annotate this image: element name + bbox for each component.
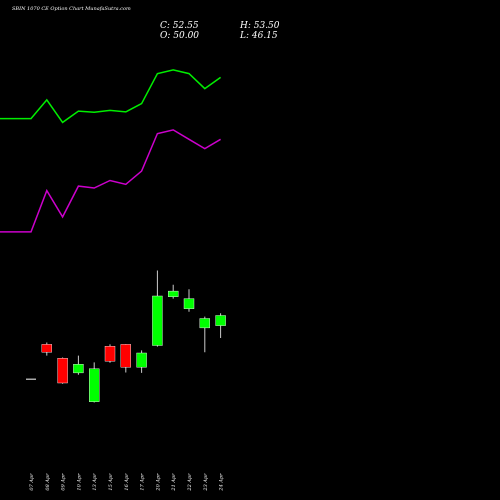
x-tick-label: 08 Apr bbox=[45, 473, 51, 491]
candle bbox=[57, 357, 68, 384]
upper-band-line bbox=[0, 69, 222, 124]
candle-body bbox=[120, 344, 132, 368]
candle-body bbox=[136, 352, 147, 368]
candle bbox=[152, 270, 163, 347]
candle bbox=[136, 350, 147, 373]
chart-title: SBIN 1070 CE Option Chart MunafaSutra.co… bbox=[12, 6, 131, 12]
candle-body bbox=[215, 315, 226, 326]
candle bbox=[167, 284, 179, 299]
lower-band-line bbox=[0, 129, 221, 233]
candle-body bbox=[88, 368, 100, 402]
candle-body bbox=[73, 364, 84, 374]
x-tick-label: 16 Apr bbox=[124, 473, 130, 491]
candle bbox=[104, 344, 116, 363]
candle-body bbox=[167, 290, 179, 297]
candle bbox=[73, 355, 84, 375]
x-tick-label: 21 Apr bbox=[171, 473, 177, 492]
open-value: O: 50.00 bbox=[160, 31, 199, 41]
high-value: H: 53.50 bbox=[239, 21, 280, 31]
x-tick-label: 07 Apr bbox=[29, 473, 35, 491]
x-axis-ticks: 07 Apr 08 Apr 09 Apr 10 Apr 13 Apr 15 Apr 16 A… bbox=[29, 473, 225, 492]
candle bbox=[26, 378, 36, 380]
x-tick-label: 13 Apr bbox=[92, 473, 98, 491]
x-tick-label: 09 Apr bbox=[61, 473, 67, 491]
candle-body bbox=[104, 346, 116, 362]
low-value: L: 46.15 bbox=[239, 31, 278, 41]
candle bbox=[183, 289, 195, 312]
candle-body bbox=[57, 358, 68, 384]
x-tick-label: 23 Apr bbox=[203, 473, 209, 492]
candle-body bbox=[41, 344, 52, 353]
x-tick-label: 24 Apr bbox=[219, 473, 225, 492]
candle bbox=[41, 342, 52, 356]
candle bbox=[88, 362, 100, 403]
candlestick-series bbox=[26, 270, 226, 403]
close-value: C: 52.55 bbox=[160, 21, 199, 31]
candle-body bbox=[199, 318, 211, 329]
candle-body bbox=[183, 298, 195, 309]
x-tick-label: 17 Apr bbox=[140, 473, 146, 491]
candle bbox=[120, 344, 132, 373]
candle bbox=[215, 313, 226, 338]
band-lines bbox=[0, 69, 222, 233]
x-tick-label: 22 Apr bbox=[187, 473, 193, 492]
x-tick-label: 20 Apr bbox=[155, 473, 161, 492]
candle-body bbox=[152, 295, 163, 346]
x-tick-label: 15 Apr bbox=[108, 473, 114, 491]
x-tick-label: 10 Apr bbox=[76, 473, 82, 491]
candle bbox=[199, 316, 211, 353]
